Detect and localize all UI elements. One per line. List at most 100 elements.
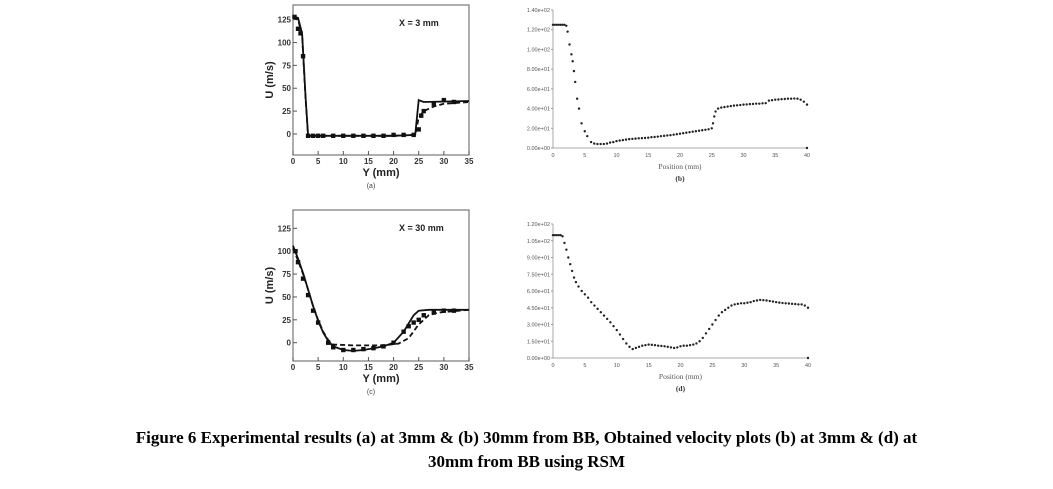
data-point: [714, 110, 717, 113]
y-axis-label: U (m/s): [264, 61, 276, 99]
data-point: [659, 134, 663, 138]
data-point: [634, 346, 638, 350]
data-point: [653, 135, 656, 139]
data-marker-experiment: [416, 127, 421, 132]
data-point: [675, 133, 679, 136]
data-point: [660, 344, 663, 348]
x-tick-label: 10: [614, 363, 620, 369]
data-point: [748, 102, 752, 106]
data-point: [755, 299, 759, 302]
x-tick-label: 20: [389, 157, 398, 166]
data-point: [656, 135, 659, 138]
data-point: [736, 302, 740, 306]
y-axis-label: U (m/s): [264, 267, 276, 305]
data-point: [685, 344, 689, 347]
data-point: [691, 130, 694, 133]
x-tick-label: 30: [740, 153, 746, 159]
data-point: [716, 107, 720, 110]
data-point: [618, 139, 621, 142]
data-point: [634, 137, 637, 140]
x-tick-label: 20: [677, 363, 683, 369]
data-point: [783, 97, 786, 101]
y-tick-label: 1.50e+01: [527, 339, 550, 345]
data-point: [784, 302, 787, 305]
data-point: [583, 293, 587, 296]
data-point: [732, 104, 736, 107]
x-tick-label: 0: [551, 153, 554, 159]
data-point: [707, 327, 711, 331]
data-point: [602, 142, 605, 146]
data-point: [575, 97, 579, 100]
y-tick-label: 125: [278, 16, 292, 25]
data-point: [555, 233, 559, 237]
plot-annotation: X = 3 mm: [399, 18, 439, 28]
data-marker-experiment: [293, 248, 298, 254]
y-tick-label: 7.50e+01: [527, 272, 550, 278]
data-point: [612, 324, 615, 328]
y-tick-label: 9.00e+01: [527, 256, 550, 262]
data-point: [739, 103, 742, 107]
data-point: [557, 23, 560, 26]
data-point: [758, 102, 761, 105]
data-point: [682, 344, 685, 347]
data-marker-experiment: [391, 132, 396, 138]
data-point: [571, 60, 574, 63]
figure-caption-line-1: Figure 6 Experimental results (a) at 3mm…: [135, 428, 918, 447]
data-point: [745, 103, 748, 106]
data-point: [559, 233, 562, 237]
x-tick-label: 30: [741, 363, 747, 369]
data-point: [641, 344, 644, 347]
data-point: [672, 133, 675, 136]
data-point: [704, 128, 707, 131]
data-point: [553, 233, 557, 237]
x-tick-label: 15: [645, 153, 651, 159]
data-point: [806, 306, 810, 309]
data-point: [605, 317, 609, 321]
data-marker-experiment: [441, 97, 447, 103]
data-marker-experiment: [300, 54, 306, 59]
data-point: [647, 343, 650, 346]
data-point: [650, 343, 654, 347]
y-tick-label: 25: [282, 107, 291, 116]
x-tick-label: 15: [364, 157, 373, 166]
data-point: [799, 98, 802, 101]
data-point: [580, 122, 583, 125]
data-point: [805, 103, 809, 106]
data-marker-experiment: [300, 276, 306, 281]
data-point: [761, 102, 764, 105]
data-point: [714, 318, 717, 322]
x-tick-label: 25: [414, 157, 423, 166]
x-tick-label: 25: [414, 363, 423, 372]
data-point: [628, 345, 631, 349]
series-line-solid: [292, 245, 469, 352]
x-tick-label: 20: [677, 153, 683, 159]
x-tick-label: 5: [583, 153, 586, 159]
y-tick-label: 6.00e+01: [527, 289, 550, 295]
data-point: [565, 24, 568, 27]
data-point: [701, 129, 704, 132]
data-marker-experiment: [431, 101, 436, 106]
data-point: [713, 115, 716, 118]
y-tick-label: 100: [278, 39, 292, 48]
data-point: [599, 311, 603, 314]
data-marker-experiment: [401, 132, 406, 138]
data-point: [767, 99, 771, 102]
panel-label: (c): [367, 389, 375, 396]
y-tick-label: 4.00e+01: [527, 107, 550, 113]
data-point: [640, 136, 644, 140]
data-point: [590, 300, 593, 304]
data-point: [794, 302, 797, 306]
data-point: [593, 142, 596, 145]
data-point: [729, 104, 732, 108]
data-point: [574, 80, 577, 84]
data-point: [672, 346, 676, 350]
data-point: [609, 321, 612, 324]
data-marker-experiment: [371, 345, 376, 351]
x-tick-label: 0: [551, 363, 554, 369]
data-marker-experiment: [419, 113, 424, 118]
data-point: [566, 30, 569, 33]
series-line-dashed: [292, 248, 470, 347]
y-tick-label: 8.00e+01: [527, 67, 550, 73]
